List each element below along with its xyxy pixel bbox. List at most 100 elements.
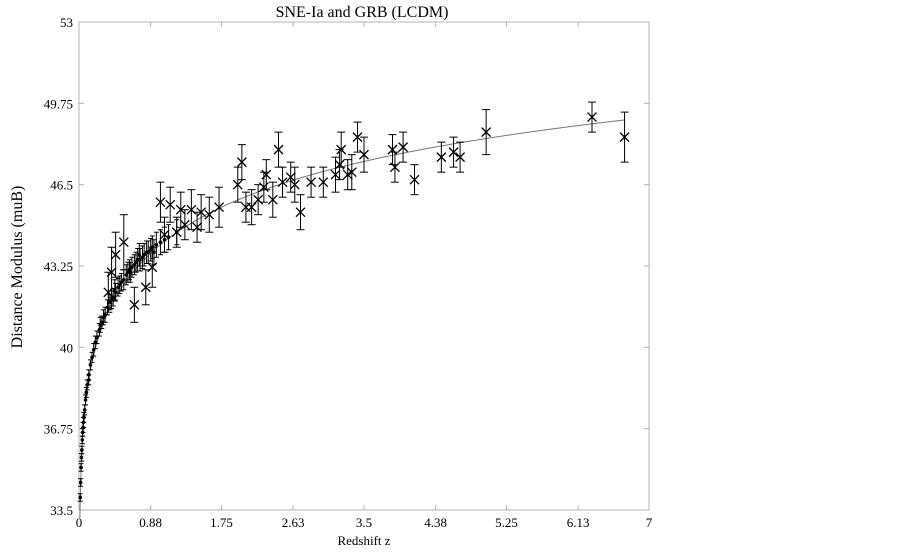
sne-point: [142, 252, 146, 257]
grb-point: [587, 112, 597, 123]
sne-point: [130, 265, 134, 270]
sne-point: [82, 408, 87, 412]
sne-point: [78, 480, 83, 485]
grb-point: [346, 167, 357, 178]
grb-point: [155, 197, 166, 208]
x-tick-label: 7: [646, 515, 653, 530]
grb-marker-stroke: [129, 299, 140, 310]
grb-marker-stroke: [175, 204, 186, 215]
x-tick-label: 2.63: [282, 515, 305, 530]
grb-point: [398, 142, 409, 153]
grb-point: [448, 147, 459, 158]
grb-marker-stroke: [481, 127, 492, 138]
grb-point: [409, 174, 420, 185]
grb-point: [106, 267, 117, 278]
y-tick-label: 46.5: [50, 178, 73, 193]
chart-title: SNE-Ia and GRB (LCDM): [276, 4, 449, 21]
grb-point: [118, 237, 129, 248]
grb-marker-stroke: [159, 229, 170, 240]
y-tick-label: 49.75: [44, 96, 73, 111]
grb-marker-stroke: [155, 197, 166, 208]
sne-point: [80, 448, 84, 452]
grb-point: [455, 152, 466, 163]
plot-frame: [78, 21, 650, 511]
grb-point: [619, 132, 630, 143]
sne-point: [88, 363, 93, 367]
x-tick-label: 5.25: [495, 515, 518, 530]
grb-point: [267, 194, 278, 205]
grb-point: [261, 169, 272, 180]
grb-marker-stroke: [336, 144, 347, 155]
grb-point: [179, 219, 190, 230]
grb-marker-stroke: [273, 144, 284, 155]
grb-marker-stroke: [196, 207, 207, 218]
grb-point: [246, 202, 257, 213]
y-tick-label: 36.75: [44, 422, 73, 437]
grb-point: [336, 144, 347, 155]
sne-point: [80, 438, 85, 442]
grb-marker-stroke: [346, 167, 357, 178]
grb-marker-stroke: [258, 182, 269, 193]
sne-ia-series: [77, 219, 180, 502]
grb-marker-stroke: [179, 219, 190, 230]
sne-point: [86, 378, 91, 382]
grb-point: [359, 149, 369, 160]
grb-point: [171, 227, 182, 238]
grb-point: [147, 262, 158, 273]
grb-marker-stroke: [334, 159, 345, 170]
y-tick-label: 43.25: [44, 259, 73, 274]
sne-point: [98, 323, 102, 327]
grb-point: [236, 157, 247, 168]
grb-marker-stroke: [295, 207, 306, 218]
sne-point: [146, 250, 151, 255]
grb-marker-stroke: [261, 169, 272, 180]
sne-point: [84, 390, 89, 395]
x-tick-label: 1.75: [210, 515, 233, 530]
grb-marker-stroke: [289, 179, 300, 190]
grb-point: [232, 179, 243, 190]
grb-marker-stroke: [236, 157, 247, 168]
grb-point: [481, 127, 492, 138]
x-tick-label: 0: [76, 515, 83, 530]
grb-marker-stroke: [267, 194, 278, 205]
grb-point: [214, 202, 225, 213]
x-tick-label: 3.5: [356, 515, 372, 530]
sne-point: [119, 280, 124, 285]
grb-point: [285, 172, 296, 183]
grb-marker-stroke: [140, 282, 151, 293]
grb-point: [204, 209, 215, 220]
grb-marker-stroke: [110, 249, 121, 260]
grb-point: [306, 177, 317, 188]
grb-point: [436, 152, 447, 163]
grb-point: [289, 179, 300, 190]
grb-marker-stroke: [253, 194, 264, 205]
grb-point: [330, 169, 341, 180]
grb-point: [159, 229, 170, 240]
grb-marker-stroke: [171, 227, 182, 238]
grb-marker-stroke: [285, 172, 296, 183]
grb-marker-stroke: [186, 204, 197, 215]
grb-marker-stroke: [192, 222, 203, 233]
sne-point: [79, 455, 84, 460]
y-axis-label: Distance Modulus (muB): [9, 186, 26, 349]
sne-point: [158, 240, 163, 245]
grb-marker-stroke: [359, 149, 369, 160]
grb-marker-stroke: [165, 199, 176, 210]
grb-marker-stroke: [118, 237, 129, 248]
grb-marker-stroke: [619, 132, 630, 143]
grb-marker-stroke: [436, 152, 447, 163]
x-axis-ticks: 0 0.88 1.75 2.63 3.5 4.38 5.25 6.13 7: [76, 22, 653, 530]
y-tick-label: 40: [60, 340, 73, 355]
grb-marker-stroke: [204, 209, 215, 220]
sne-point: [128, 270, 133, 275]
sne-point: [152, 250, 156, 255]
grb-marker-stroke: [448, 147, 459, 158]
grb-point: [273, 144, 284, 155]
grb-marker-stroke: [387, 144, 398, 155]
grb-point: [196, 207, 207, 218]
grb-marker-stroke: [330, 169, 341, 180]
sne-point: [137, 252, 142, 257]
x-tick-label: 0.88: [139, 515, 162, 530]
